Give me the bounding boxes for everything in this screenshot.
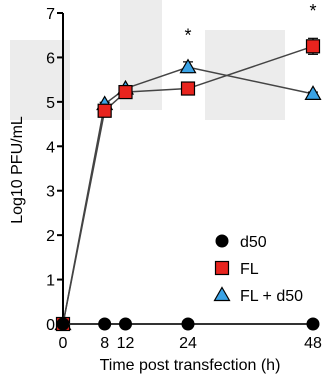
- y-tick-label: 4: [46, 139, 55, 156]
- x-tick-label: 0: [59, 335, 68, 352]
- legend: d50 FL FL + d50: [213, 234, 303, 305]
- significance-asterisk: *: [309, 1, 316, 21]
- data-point: [214, 260, 230, 276]
- legend-item: d50: [215, 234, 267, 251]
- x-tick-label: 12: [117, 335, 135, 352]
- y-tick-label: 1: [46, 273, 55, 290]
- y-tick-label: 7: [46, 6, 55, 23]
- y-tick-label: 2: [46, 228, 55, 245]
- data-point: [181, 317, 195, 331]
- legend-label: FL: [240, 261, 259, 278]
- data-point: [119, 317, 132, 331]
- legend-label: FL + d50: [240, 288, 303, 305]
- data-point: [98, 317, 112, 331]
- data-point: [179, 58, 197, 74]
- legend-label: d50: [240, 234, 267, 251]
- significance-asterisk: *: [184, 25, 191, 45]
- x-tick-label: 8: [100, 335, 109, 352]
- y-tick-label: 5: [46, 95, 55, 112]
- data-point: [306, 317, 320, 331]
- series-layer: [54, 37, 322, 332]
- data-point: [213, 286, 231, 302]
- data-point: [97, 103, 112, 118]
- x-tick-label: 24: [179, 335, 197, 352]
- legend-item: FL + d50: [213, 286, 303, 305]
- y-axis-label: Log10 PFU/mL: [9, 116, 26, 224]
- annotations: **: [184, 1, 316, 45]
- data-point: [56, 317, 70, 331]
- y-tick-label: 3: [46, 184, 55, 201]
- x-tick-label: 48: [304, 335, 322, 352]
- series-d50: [56, 317, 320, 331]
- data-point: [304, 85, 322, 100]
- x-axis-label: Time post transfection (h): [100, 357, 281, 374]
- data-point: [118, 84, 133, 100]
- data-point: [305, 39, 321, 54]
- data-point: [180, 81, 196, 96]
- series-fl: [55, 37, 321, 332]
- data-point: [215, 234, 229, 248]
- y-tick-label: 0: [46, 317, 55, 334]
- y-tick-label: 6: [46, 50, 55, 67]
- legend-item: FL: [214, 260, 259, 278]
